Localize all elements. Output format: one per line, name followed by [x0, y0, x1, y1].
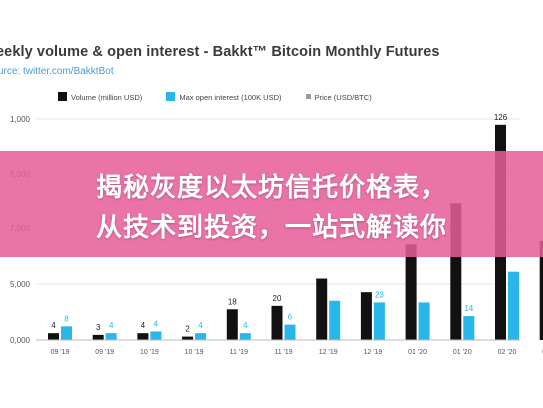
bar-volume	[137, 333, 149, 340]
data-label-open-interest: 4	[198, 321, 203, 330]
x-tick-label: 09 '19	[95, 349, 114, 356]
legend-swatch-price	[305, 94, 311, 99]
data-label-volume: 18	[228, 297, 237, 306]
bar-volume	[92, 334, 104, 340]
bar-volume	[48, 333, 59, 340]
x-tick-label: 11 '19	[230, 349, 248, 356]
bar-open-interest	[418, 302, 430, 340]
chart-title: eekly volume & open interest - Bakkt™ Bi…	[0, 44, 440, 60]
legend-item-open-interest: Max open interest (100K USD)	[166, 92, 282, 102]
headline-banner[interactable]: 揭秘灰度以太坊信托价格表， 从技术到投资，一站式解读你	[0, 151, 543, 257]
legend-item-price: Price (USD/BTC)	[305, 93, 372, 102]
data-label-open-interest: 6	[288, 313, 293, 322]
chart-source-link[interactable]: urce: twitter.com/BakktBot	[0, 66, 114, 77]
bar-open-interest	[61, 326, 72, 340]
x-tick-label: 01 '20	[408, 349, 427, 356]
legend-label-price: Price (USD/BTC)	[314, 93, 372, 102]
y-tick-label: 5,000	[10, 280, 31, 289]
legend-label-volume: Volume (million USD)	[71, 93, 143, 102]
bar-open-interest	[463, 316, 475, 340]
x-tick-label: 09 '19	[51, 349, 70, 356]
bar-volume	[539, 240, 543, 340]
data-label-volume: 126	[494, 113, 508, 122]
data-label-volume: 3	[96, 323, 101, 332]
x-tick-label: 12 '19	[319, 349, 338, 356]
bar-volume	[182, 336, 194, 340]
bar-volume	[271, 305, 283, 340]
data-label-open-interest: 8	[64, 314, 69, 323]
data-label-open-interest: 23	[375, 290, 384, 299]
bar-volume	[316, 278, 328, 340]
bar-volume	[360, 292, 372, 340]
headline-line-2: 从技术到投资，一站式解读你	[95, 212, 447, 242]
legend-label-open-interest: Max open interest (100K USD)	[179, 93, 282, 102]
chart-legend: Volume (million USD) Max open interest (…	[58, 92, 394, 102]
x-tick-label: 11 '19	[274, 349, 292, 356]
legend-swatch-volume	[58, 92, 67, 101]
legend-item-volume: Volume (million USD)	[58, 92, 142, 102]
x-tick-label: 01 '20	[453, 349, 472, 356]
data-label-volume: 2	[185, 325, 190, 334]
bar-open-interest	[373, 302, 385, 340]
y-tick-label: 0,000	[10, 336, 31, 345]
data-label-volume: 4	[141, 321, 146, 330]
x-tick-label: 02 '20	[498, 349, 517, 356]
bar-open-interest	[195, 333, 207, 340]
data-label-volume: 20	[273, 294, 282, 303]
bar-open-interest	[239, 333, 251, 340]
bar-open-interest	[150, 331, 162, 340]
x-tick-label: 10 '19	[140, 349, 159, 356]
data-label-open-interest: 4	[154, 319, 159, 328]
data-label-open-interest: 4	[109, 321, 114, 330]
x-tick-label: 10 '19	[185, 349, 204, 356]
data-label-open-interest: 14	[464, 304, 473, 313]
bar-open-interest	[329, 300, 341, 340]
data-label-volume: 4	[51, 321, 56, 330]
bar-open-interest	[105, 333, 117, 340]
bar-volume	[450, 203, 462, 340]
y-tick-label: 1,000	[10, 115, 31, 124]
legend-swatch-open-interest	[166, 92, 176, 101]
bar-volume	[226, 309, 238, 340]
bar-volume	[405, 244, 417, 340]
bar-open-interest	[284, 324, 296, 340]
headline-line-1: 揭秘灰度以太坊信托价格表，	[95, 172, 447, 202]
x-tick-label: 12 '19	[363, 349, 382, 356]
data-label-open-interest: 4	[243, 321, 248, 330]
bar-open-interest	[508, 271, 519, 340]
